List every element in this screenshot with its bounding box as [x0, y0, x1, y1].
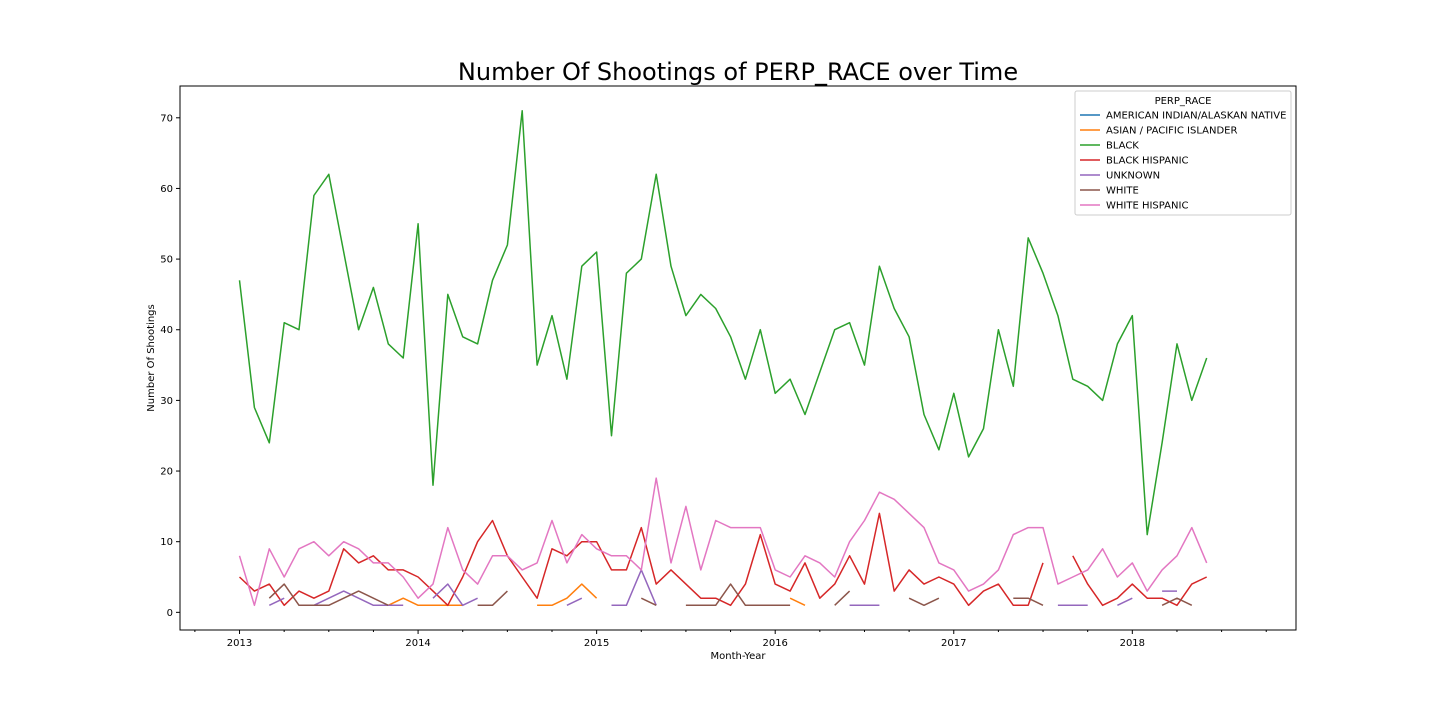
legend-label: BLACK HISPANIC	[1106, 156, 1189, 167]
x-tick-label: 2014	[405, 638, 430, 649]
legend-label: WHITE HISPANIC	[1106, 201, 1188, 212]
y-tick-label: 0	[167, 608, 173, 619]
legend-label: WHITE	[1106, 186, 1139, 197]
y-tick-label: 70	[160, 113, 173, 124]
x-tick-label: 2018	[1120, 638, 1145, 649]
legend-title: PERP_RACE	[1155, 96, 1212, 107]
legend: PERP_RACE AMERICAN INDIAN/ALASKAN NATIVE…	[1074, 90, 1292, 216]
plot-lines	[238, 109, 1208, 607]
chart-title: Number Of Shootings of PERP_RACE over Ti…	[458, 58, 1018, 86]
legend-box	[1074, 90, 1292, 216]
y-tick-label: 40	[160, 325, 173, 336]
x-tick-label: 2013	[227, 638, 252, 649]
series-line-white-hispanic	[238, 477, 1208, 607]
legend-label: AMERICAN INDIAN/ALASKAN NATIVE	[1106, 111, 1286, 122]
series-line-white	[268, 583, 1193, 607]
x-axis: 2013 2014 2015 2016 2017 2018	[194, 630, 1267, 649]
series-line-asian-pacific-islander	[387, 583, 806, 607]
x-tick-label: 2016	[762, 638, 787, 649]
plot-frame	[179, 85, 1297, 631]
x-tick-label: 2015	[584, 638, 609, 649]
y-axis-label: Number Of Shootings	[146, 304, 157, 411]
legend-label: BLACK	[1106, 141, 1139, 152]
legend-label: ASIAN / PACIFIC ISLANDER	[1106, 126, 1237, 137]
y-tick-label: 60	[160, 184, 173, 195]
series-line-unknown	[268, 569, 1177, 607]
y-axis: 0 10 20 30 40 50 60 70	[160, 113, 180, 619]
x-tick-label: 2017	[941, 638, 966, 649]
legend-label: UNKNOWN	[1106, 171, 1160, 182]
x-axis-label: Month-Year	[711, 651, 767, 662]
series-line-black	[238, 109, 1208, 536]
series-line-black-hispanic	[238, 512, 1208, 607]
y-tick-label: 20	[160, 467, 173, 478]
legend-items: AMERICAN INDIAN/ALASKAN NATIVE ASIAN / PA…	[1080, 111, 1286, 212]
y-tick-label: 30	[160, 396, 173, 407]
y-tick-label: 50	[160, 255, 173, 266]
y-tick-label: 10	[160, 537, 173, 548]
